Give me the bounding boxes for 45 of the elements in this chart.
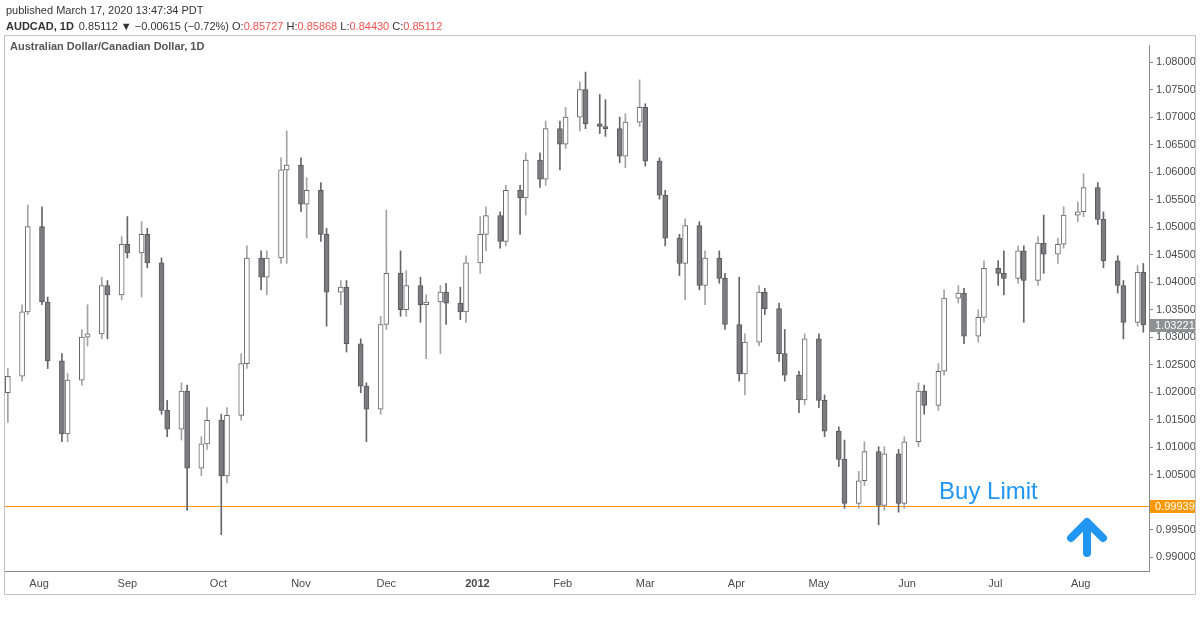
x-tick-label: Oct xyxy=(209,576,227,589)
y-tick-label: 1.03500 xyxy=(1156,302,1196,315)
x-tick-label: Mar xyxy=(635,576,656,589)
x-tick-label: 2012 xyxy=(465,576,490,589)
chart-subtitle: AUDCAD, 1D xyxy=(6,20,74,32)
y-tick-label: 1.02000 xyxy=(1156,385,1196,398)
y-tick-label: 1.05500 xyxy=(1156,192,1196,205)
annotation: Buy Limit xyxy=(939,476,1039,504)
y-tick-label: 1.04500 xyxy=(1156,247,1196,260)
x-tick-label: Jul xyxy=(988,576,1003,589)
x-tick-label: Aug xyxy=(1070,576,1091,589)
x-tick-label: Aug xyxy=(29,576,49,589)
x-tick-label: Dec xyxy=(376,576,397,589)
x-tick-label: Jun xyxy=(898,576,916,589)
ref-line-label: 0.99939 xyxy=(1155,499,1195,512)
candlestick xyxy=(1001,250,1007,296)
text: 0.85112 ▼ −0.00615 (−0.72%) O:0.85727 H:0.85868 L:0.84430 C:0.85112 xyxy=(78,20,443,32)
y-tick-label: 1.06000 xyxy=(1156,165,1196,178)
x-tick-label: Nov xyxy=(291,576,312,589)
x-tick-label: Sep xyxy=(117,576,138,589)
y-tick-label: 1.00500 xyxy=(1156,467,1196,480)
candlestick xyxy=(337,280,344,306)
y-tick-label: 1.04000 xyxy=(1156,275,1196,288)
y-tick-label: 1.01500 xyxy=(1156,412,1196,425)
y-tick-label: 0.99000 xyxy=(1156,550,1196,563)
candlestick xyxy=(596,94,603,134)
y-tick-label: 1.03000 xyxy=(1156,330,1196,343)
y-tick-label: 1.07000 xyxy=(1156,110,1196,123)
candlestick xyxy=(1040,214,1047,274)
y-tick-label: 1.05000 xyxy=(1156,220,1196,233)
y-tick-label: 0.99500 xyxy=(1156,522,1196,535)
y-tick-label: 1.08000 xyxy=(1156,55,1196,68)
candlestick xyxy=(995,260,1001,286)
candlestick xyxy=(283,130,290,264)
y-tick-label: 1.01000 xyxy=(1156,440,1196,453)
y-tick-label: 1.06500 xyxy=(1156,137,1196,150)
candlestick xyxy=(1075,201,1081,222)
text: published March 17, 2020 13:47:34 PDT xyxy=(6,4,204,16)
chart-title: Australian Dollar/Canadian Dollar, 1D xyxy=(10,40,205,52)
x-tick-label: Feb xyxy=(553,576,573,589)
y-tick-label: 1.02500 xyxy=(1156,357,1196,370)
x-tick-label: Apr xyxy=(727,576,746,589)
y-tick-label: 1.07500 xyxy=(1156,82,1196,95)
text: 1.03221 xyxy=(1155,318,1195,331)
x-tick-label: May xyxy=(808,576,830,589)
